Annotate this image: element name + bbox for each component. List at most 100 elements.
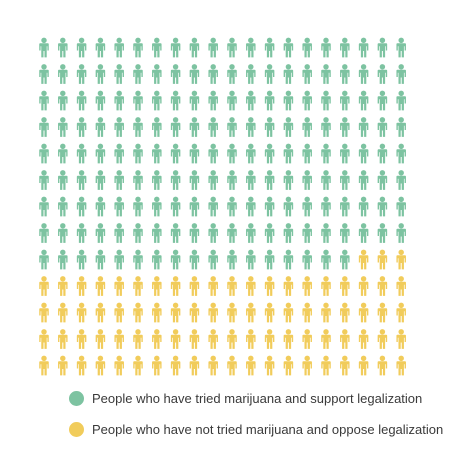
- person-icon: [340, 37, 350, 58]
- person-icon: [95, 90, 106, 111]
- person-icon: [246, 196, 256, 217]
- person-icon: [208, 64, 218, 84]
- person-icon: [358, 302, 369, 323]
- person-icon: [170, 90, 181, 111]
- person-icon: [76, 196, 87, 217]
- person-icon: [152, 329, 162, 349]
- person-icon: [114, 302, 124, 323]
- person-icon: [170, 117, 181, 137]
- person-icon: [302, 249, 312, 270]
- person-icon: [95, 64, 106, 84]
- person-icon: [321, 143, 331, 164]
- person-icon: [152, 302, 162, 323]
- person-icon: [396, 143, 406, 164]
- person-icon: [189, 117, 200, 137]
- person-icon: [358, 117, 369, 137]
- person-icon: [321, 302, 331, 323]
- legend-label-tried-support: People who have tried marijuana and supp…: [92, 391, 423, 406]
- person-icon: [283, 196, 294, 217]
- person-icon: [358, 143, 369, 164]
- person-icon: [302, 329, 312, 349]
- person-icon: [302, 196, 312, 217]
- person-icon: [321, 196, 331, 217]
- person-icon: [246, 117, 256, 137]
- person-icon: [95, 170, 106, 190]
- person-icon: [302, 117, 312, 137]
- person-icon: [227, 302, 237, 323]
- person-icon: [114, 223, 124, 243]
- person-icon: [283, 329, 294, 349]
- person-icon: [377, 223, 388, 243]
- person-icon: [283, 276, 294, 296]
- person-icon: [133, 223, 143, 243]
- person-icon: [133, 37, 143, 58]
- person-icon: [76, 143, 87, 164]
- person-icon: [170, 249, 181, 270]
- person-icon: [189, 223, 200, 243]
- person-icon: [264, 37, 275, 58]
- person-icon: [302, 302, 312, 323]
- person-icon: [189, 302, 200, 323]
- person-icon: [95, 329, 106, 349]
- person-icon: [133, 170, 143, 190]
- person-icon: [114, 329, 124, 349]
- person-icon: [39, 223, 49, 243]
- person-icon: [302, 143, 312, 164]
- person-icon: [264, 170, 275, 190]
- person-icon: [358, 249, 369, 270]
- person-icon: [133, 143, 143, 164]
- person-icon: [264, 223, 275, 243]
- person-icon: [133, 90, 143, 111]
- person-icon: [396, 223, 406, 243]
- person-icon: [58, 37, 68, 58]
- person-icon: [208, 302, 218, 323]
- person-icon: [114, 249, 124, 270]
- person-icon: [152, 143, 162, 164]
- person-icon: [302, 90, 312, 111]
- person-icon: [170, 329, 181, 349]
- person-icon: [396, 329, 406, 349]
- person-icon: [58, 249, 68, 270]
- person-icon: [227, 170, 237, 190]
- person-icon: [114, 90, 124, 111]
- person-icon: [227, 143, 237, 164]
- person-icon: [58, 302, 68, 323]
- person-icon: [133, 117, 143, 137]
- person-icon: [152, 355, 162, 376]
- person-icon: [208, 117, 218, 137]
- legend-label-not-tried-oppose: People who have not tried marijuana and …: [92, 422, 444, 437]
- person-icon: [95, 302, 106, 323]
- person-icon: [39, 64, 49, 84]
- person-icon: [321, 355, 331, 376]
- person-icon: [58, 90, 68, 111]
- person-icon: [340, 90, 350, 111]
- person-icon: [396, 355, 406, 376]
- person-icon: [76, 170, 87, 190]
- person-icon: [396, 196, 406, 217]
- person-icon: [39, 276, 49, 296]
- person-icon: [133, 249, 143, 270]
- person-icon: [152, 276, 162, 296]
- person-icon: [302, 223, 312, 243]
- person-icon: [283, 37, 294, 58]
- person-icon: [95, 223, 106, 243]
- person-icon: [264, 90, 275, 111]
- person-icon: [377, 64, 388, 84]
- person-icon: [152, 90, 162, 111]
- person-icon: [377, 37, 388, 58]
- person-icon: [76, 249, 87, 270]
- person-icon: [189, 90, 200, 111]
- person-icon: [227, 355, 237, 376]
- person-icon: [321, 90, 331, 111]
- person-icon: [58, 117, 68, 137]
- person-icon: [208, 170, 218, 190]
- person-icon: [58, 329, 68, 349]
- person-icon: [321, 37, 331, 58]
- person-icon: [170, 196, 181, 217]
- person-icon: [396, 64, 406, 84]
- person-icon: [189, 249, 200, 270]
- person-icon: [114, 37, 124, 58]
- person-icon: [95, 117, 106, 137]
- person-icon: [283, 355, 294, 376]
- person-icon: [246, 90, 256, 111]
